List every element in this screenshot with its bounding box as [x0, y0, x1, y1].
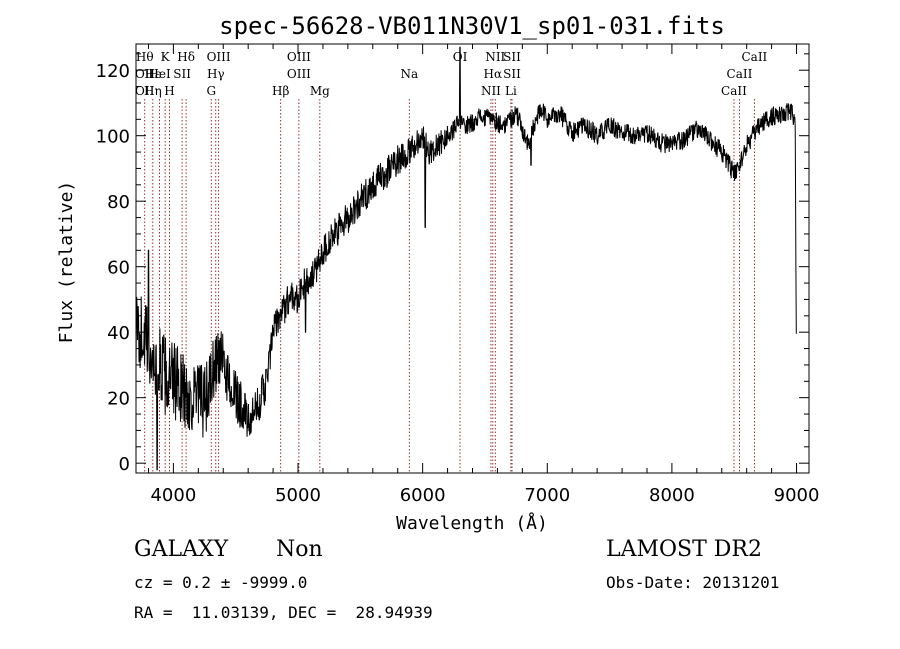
y-tick-label: 100 — [96, 127, 130, 148]
y-tick-label: 20 — [107, 389, 130, 410]
flux-series — [135, 46, 797, 471]
line-marker-label: Na — [400, 67, 418, 81]
chart-title: spec-56628-VB011N30V1_sp01-031.fits — [219, 12, 725, 40]
line-marker-label: SII — [503, 67, 521, 81]
line-marker-label: SII — [503, 50, 521, 64]
y-axis-ticks: 0 20 40 60 80 100 120 — [96, 53, 809, 475]
x-tick-label: 7000 — [524, 485, 570, 506]
object-subclass: Non — [276, 537, 323, 562]
object-class: GALAXY — [134, 537, 229, 562]
line-marker-label: CaII — [727, 67, 753, 81]
y-tick-label: 80 — [107, 192, 130, 213]
coordinates-readout: RA = 11.03139, DEC = 28.94939 — [134, 603, 433, 622]
line-marker-label: K — [161, 50, 171, 64]
line-marker-label: NII — [481, 84, 501, 98]
y-tick-label: 60 — [107, 258, 130, 279]
y-tick-label: 40 — [107, 323, 130, 344]
y-tick-label: 120 — [96, 61, 130, 82]
line-marker-label: OIII — [287, 50, 311, 64]
line-marker-label: CaII — [721, 84, 747, 98]
emission-line-labels: HθOIIOIIHεHηHeIKHSIIHδGHγOIIIHβOIIIOIIIM… — [135, 50, 768, 98]
line-marker-label: Hη — [144, 84, 162, 98]
x-tick-label: 8000 — [649, 485, 695, 506]
y-tick-label: 0 — [119, 454, 130, 475]
line-marker-label: Hθ — [136, 50, 154, 64]
line-marker-label: SII — [173, 67, 191, 81]
emission-line-markers — [144, 99, 755, 473]
x-tick-label: 6000 — [400, 485, 446, 506]
observation-date: Obs-Date: 20131201 — [606, 573, 780, 592]
line-marker-label: OII — [135, 84, 155, 98]
line-marker-label: Hβ — [272, 84, 289, 98]
line-marker-label: Li — [505, 84, 517, 98]
x-tick-label: 5000 — [275, 485, 321, 506]
line-marker-label: NII — [485, 50, 505, 64]
x-axis-ticks: 4000 5000 6000 7000 8000 9000 — [147, 44, 820, 506]
survey-name: LAMOST DR2 — [606, 537, 762, 562]
line-marker-label: CaII — [741, 50, 767, 64]
line-marker-label: HeI — [148, 67, 171, 81]
line-marker-label: Hγ — [207, 67, 225, 81]
line-marker-label: Mg — [310, 84, 330, 98]
flux-line — [135, 46, 797, 471]
line-marker-label: OIII — [287, 67, 311, 81]
line-marker-label: G — [206, 84, 216, 98]
y-axis-label: Flux (relative) — [56, 181, 77, 344]
line-marker-label: Hα — [484, 67, 503, 81]
redshift-readout: cz = 0.2 ± -9999.0 — [134, 573, 308, 592]
x-tick-label: 4000 — [150, 485, 196, 506]
x-tick-label: 9000 — [774, 485, 820, 506]
line-marker-label: OIII — [207, 50, 231, 64]
x-axis-label: Wavelength (Å) — [396, 512, 548, 534]
line-marker-label: H — [164, 84, 174, 98]
line-marker-label: Hδ — [177, 50, 195, 64]
line-marker-label: Hε — [144, 67, 161, 81]
